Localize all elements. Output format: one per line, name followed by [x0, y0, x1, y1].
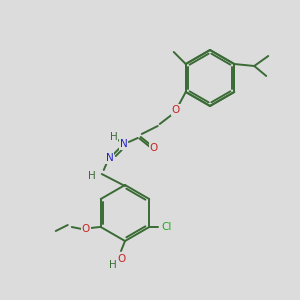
Text: H: H — [110, 132, 118, 142]
Text: O: O — [82, 224, 90, 234]
Text: N: N — [106, 153, 114, 163]
Text: H: H — [88, 171, 96, 181]
Text: N: N — [120, 139, 127, 149]
Text: H: H — [109, 260, 117, 270]
Text: O: O — [150, 143, 158, 153]
Text: Cl: Cl — [161, 222, 171, 232]
Text: O: O — [172, 105, 180, 115]
Text: O: O — [117, 254, 125, 264]
